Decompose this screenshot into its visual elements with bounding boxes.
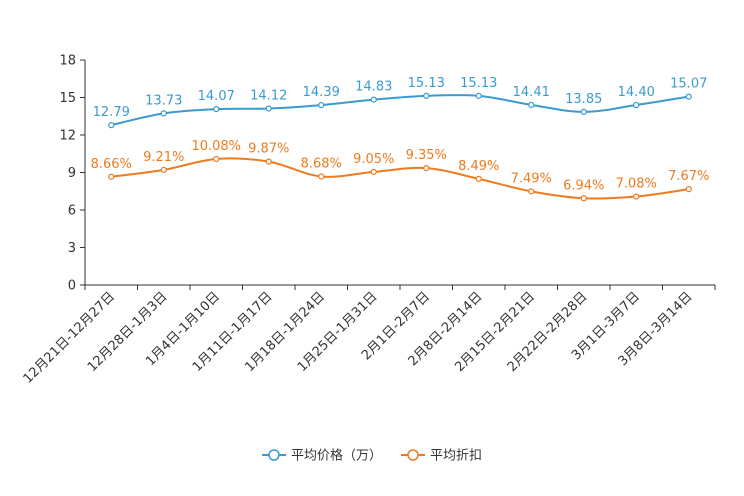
data-label: 15.13: [408, 76, 445, 91]
data-point: [633, 193, 640, 200]
data-label: 8.66%: [91, 157, 132, 172]
data-point: [160, 166, 167, 173]
data-label: 7.08%: [616, 177, 657, 192]
data-point: [213, 155, 220, 163]
data-point: [370, 96, 377, 103]
data-label: 14.40: [618, 85, 655, 100]
y-tick-label: 3: [68, 241, 76, 256]
data-label: 13.73: [145, 93, 182, 108]
legend-marker: [407, 449, 419, 461]
data-label: 15.07: [670, 77, 707, 92]
data-label: 9.21%: [143, 150, 184, 165]
data-label: 7.49%: [511, 171, 552, 186]
axes: 036912151812月21日-12月27日12月28日-1月3日1月4日-1…: [21, 54, 716, 387]
data-label: 14.83: [355, 80, 392, 95]
data-point: [213, 106, 220, 113]
data-label: 14.12: [250, 89, 287, 104]
y-tick-label: 6: [68, 204, 76, 219]
data-label: 15.13: [460, 76, 497, 91]
data-point: [580, 195, 587, 202]
data-point: [370, 168, 377, 175]
data-point: [318, 173, 325, 180]
y-tick-label: 15: [59, 91, 76, 106]
data-label: 12.79: [93, 105, 130, 120]
legend-marker: [268, 449, 280, 461]
data-labels: 12.79 13.73 14.07 14.12 14.39 14.83 15.13 15.13…: [91, 76, 710, 193]
data-point: [265, 105, 272, 112]
legend-item-2: 平均折扣: [401, 449, 482, 464]
x-tick-label: 12月21日-12月27日: [21, 289, 118, 386]
data-point: [528, 101, 535, 108]
data-label: 10.08%: [191, 139, 241, 154]
data-point: [633, 101, 640, 109]
legend-item-1: 平均价格（万）: [262, 448, 382, 464]
data-point: [685, 186, 692, 193]
series-line-1: [111, 94, 689, 127]
y-tick-label: 0: [68, 279, 76, 294]
data-label: 14.07: [198, 89, 235, 104]
y-tick-label: 18: [59, 54, 76, 69]
data-point: [265, 158, 272, 165]
data-point: [108, 122, 115, 129]
data-label: 7.67%: [668, 169, 709, 184]
data-label: 13.85: [565, 92, 602, 107]
data-point: [475, 175, 482, 182]
data-point: [318, 102, 325, 109]
data-point: [580, 108, 587, 115]
data-point: [423, 92, 430, 99]
y-tick-label: 9: [68, 166, 76, 181]
data-label: 6.94%: [563, 178, 604, 193]
legend-label: 平均折扣: [430, 449, 482, 464]
data-label: 9.05%: [353, 152, 394, 167]
data-point: [528, 188, 535, 195]
data-point: [108, 173, 115, 180]
legend-label: 平均价格（万）: [291, 448, 382, 464]
data-point: [423, 165, 430, 172]
data-point: [685, 93, 692, 100]
data-label: 14.41: [513, 85, 550, 100]
data-point: [475, 92, 482, 99]
data-label: 8.68%: [301, 157, 342, 172]
data-point: [160, 110, 167, 117]
series-line-2: [111, 157, 689, 200]
data-label: 14.39: [303, 85, 340, 100]
data-label: 9.35%: [406, 148, 447, 163]
series-group: [108, 92, 692, 202]
legend: 平均价格（万） 平均折扣: [262, 448, 482, 464]
data-label: 9.87%: [248, 142, 289, 157]
data-label: 8.49%: [458, 159, 499, 174]
y-tick-label: 12: [59, 129, 76, 144]
